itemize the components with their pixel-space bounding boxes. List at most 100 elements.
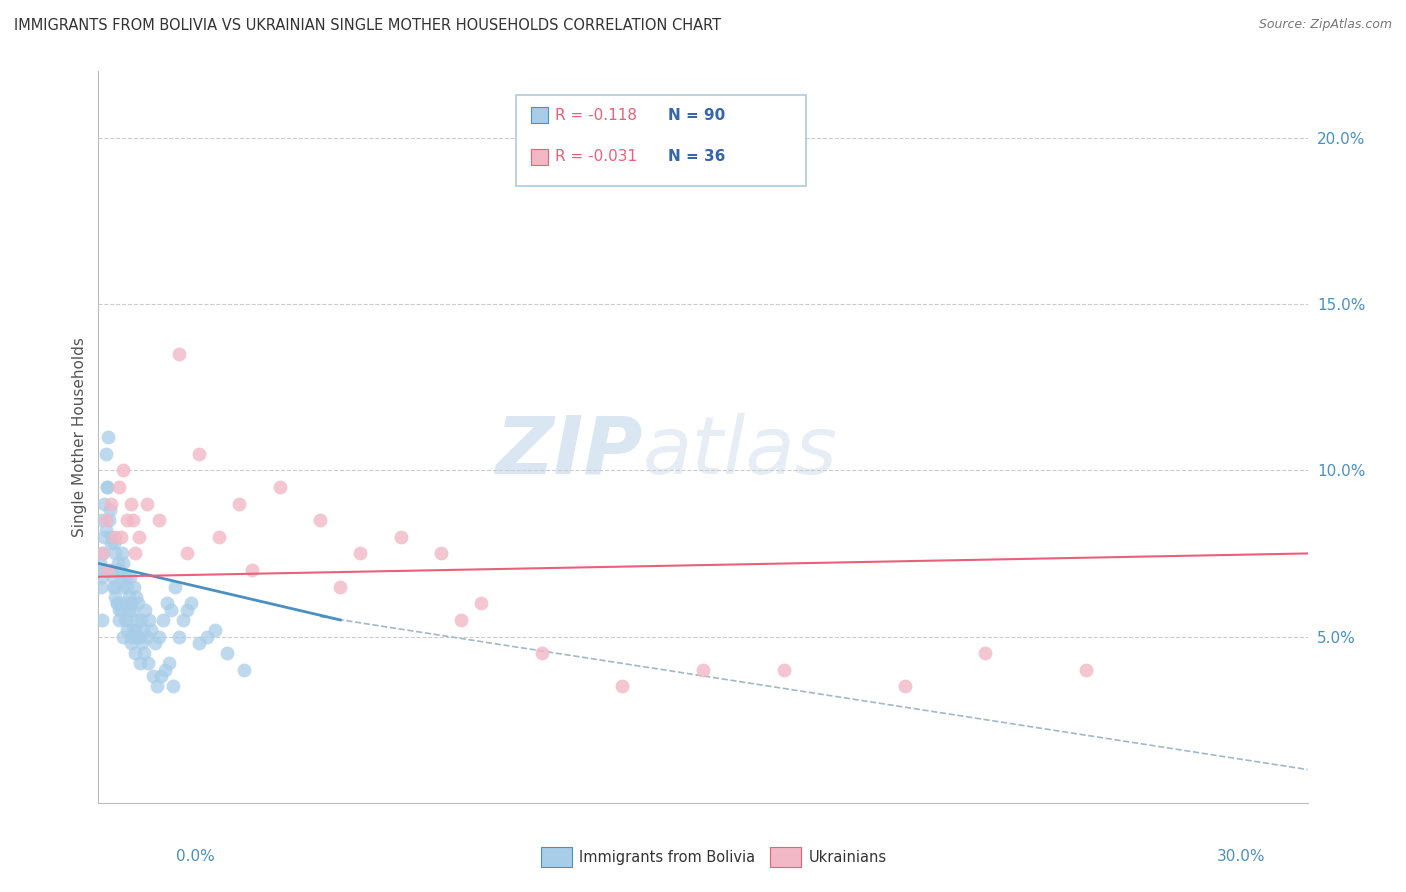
Point <box>100 563 122 577</box>
Point <box>167 347 190 361</box>
Point <box>163 580 186 594</box>
Point <box>94 563 117 577</box>
Point <box>129 613 152 627</box>
Point <box>100 530 122 544</box>
Point <box>107 480 129 494</box>
Point <box>115 623 138 637</box>
Point <box>138 613 160 627</box>
Point <box>117 580 139 594</box>
Point <box>125 613 148 627</box>
Point <box>188 636 211 650</box>
Point <box>135 497 157 511</box>
Point <box>101 580 124 594</box>
Point <box>309 513 332 527</box>
Point <box>176 546 198 560</box>
Point <box>115 613 138 627</box>
Point <box>111 630 134 644</box>
Point <box>128 656 150 670</box>
Point <box>195 630 218 644</box>
Point <box>974 646 997 660</box>
Point <box>108 563 131 577</box>
Y-axis label: Single Mother Households: Single Mother Households <box>72 337 87 537</box>
Point <box>329 580 352 594</box>
Point <box>217 646 239 660</box>
Point <box>136 656 159 670</box>
Point <box>132 623 155 637</box>
Point <box>91 546 114 560</box>
Point <box>107 603 129 617</box>
Point <box>111 580 134 594</box>
Point <box>93 530 115 544</box>
Point <box>101 570 124 584</box>
Point <box>180 596 202 610</box>
Text: ZIP: ZIP <box>495 413 643 491</box>
Point <box>107 557 129 571</box>
Point <box>124 590 146 604</box>
Point <box>232 663 254 677</box>
Point <box>127 596 149 610</box>
Point <box>893 680 915 694</box>
Point <box>111 463 134 477</box>
Point <box>134 646 156 660</box>
Text: N = 90: N = 90 <box>668 108 725 122</box>
Point <box>96 480 118 494</box>
Point <box>1074 663 1097 677</box>
Text: R = -0.031: R = -0.031 <box>555 150 637 164</box>
Point <box>139 623 162 637</box>
Point <box>128 530 150 544</box>
Point <box>97 513 120 527</box>
Point <box>97 563 120 577</box>
Point <box>162 680 184 694</box>
Point <box>115 513 138 527</box>
Text: N = 36: N = 36 <box>668 150 725 164</box>
Point <box>121 603 143 617</box>
Point <box>135 630 157 644</box>
Text: Immigrants from Bolivia: Immigrants from Bolivia <box>579 850 755 864</box>
Point <box>103 536 125 550</box>
Point <box>91 513 114 527</box>
Point <box>188 447 211 461</box>
Point <box>96 480 118 494</box>
Point <box>112 557 135 571</box>
Point <box>389 530 412 544</box>
Point <box>104 580 127 594</box>
Point <box>134 603 156 617</box>
Point <box>100 497 122 511</box>
Text: Source: ZipAtlas.com: Source: ZipAtlas.com <box>1258 18 1392 31</box>
Point <box>167 630 190 644</box>
Point <box>152 613 174 627</box>
Point <box>100 536 122 550</box>
Point <box>110 603 132 617</box>
Point <box>157 656 180 670</box>
Point <box>772 663 794 677</box>
Point <box>128 630 150 644</box>
Point <box>349 546 371 560</box>
Point <box>612 680 634 694</box>
Point <box>118 570 141 584</box>
Point <box>89 557 111 571</box>
Point <box>240 563 263 577</box>
Point <box>121 513 143 527</box>
Point <box>114 570 136 584</box>
Point <box>450 613 472 627</box>
Point <box>110 570 132 584</box>
Point <box>204 623 226 637</box>
Point <box>156 596 179 610</box>
Point <box>160 603 183 617</box>
Text: 30.0%: 30.0% <box>1218 849 1265 863</box>
Point <box>120 630 142 644</box>
Text: 0.0%: 0.0% <box>176 849 215 863</box>
Point <box>122 580 145 594</box>
Point <box>153 663 176 677</box>
Point <box>430 546 453 560</box>
Point <box>104 546 127 560</box>
Point <box>96 513 118 527</box>
Point <box>108 613 131 627</box>
Point <box>143 636 166 650</box>
Point <box>111 546 134 560</box>
Point <box>228 497 250 511</box>
Text: Ukrainians: Ukrainians <box>808 850 887 864</box>
Point <box>131 636 153 650</box>
Point <box>97 430 120 444</box>
Point <box>90 570 112 584</box>
